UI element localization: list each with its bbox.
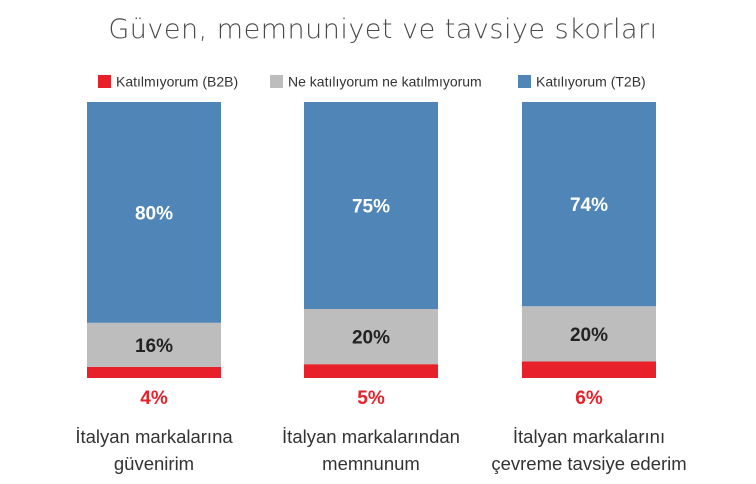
bar-segment xyxy=(304,309,438,365)
legend-label: Ne katılıyorum ne katılmıyorum xyxy=(288,74,482,90)
category-label: İtalyan markalarını xyxy=(513,426,665,447)
legend: Katılmıyorum (B2B) Ne katılıyorum ne katı… xyxy=(98,74,646,90)
bar-segment xyxy=(304,364,438,378)
data-label: 80% xyxy=(135,203,173,224)
bars xyxy=(87,102,656,378)
category-label: çevreme tavsiye ederim xyxy=(491,453,686,474)
data-label: 75% xyxy=(352,197,390,218)
legend-swatch xyxy=(518,75,531,88)
legend-label: Katılıyorum (T2B) xyxy=(536,74,646,90)
data-label: 4% xyxy=(140,388,168,409)
legend-swatch xyxy=(98,75,111,88)
data-label: 74% xyxy=(570,195,608,216)
chart-title: Güven, memnuniyet ve tavsiye skorları xyxy=(108,14,657,45)
legend-item: Ne katılıyorum ne katılmıyorum xyxy=(270,74,482,90)
legend-item: Katılmıyorum (B2B) xyxy=(98,74,238,90)
bar-segment xyxy=(87,102,221,323)
data-label: 20% xyxy=(570,325,608,346)
bar-segment xyxy=(522,306,656,362)
bar-segment xyxy=(87,366,221,378)
legend-swatch xyxy=(270,75,283,88)
bar-segment xyxy=(522,361,656,378)
bar-segment xyxy=(304,102,438,309)
data-label: 16% xyxy=(135,336,173,357)
category-label: İtalyan markalarına xyxy=(75,426,233,447)
data-label: 6% xyxy=(575,388,603,409)
legend-item: Katılıyorum (T2B) xyxy=(518,74,646,90)
bar-segment xyxy=(87,322,221,367)
data-label: 20% xyxy=(352,328,390,349)
category-label: memnunum xyxy=(322,453,420,474)
data-label: 5% xyxy=(357,388,385,409)
category-label: güvenirim xyxy=(114,453,194,474)
category-label: İtalyan markalarından xyxy=(282,426,460,447)
bar-segment xyxy=(522,102,656,307)
legend-label: Katılmıyorum (B2B) xyxy=(116,74,238,90)
labels: 4% 16% 80% İtalyan markalarına güvenirim 5% 20… xyxy=(75,195,686,474)
